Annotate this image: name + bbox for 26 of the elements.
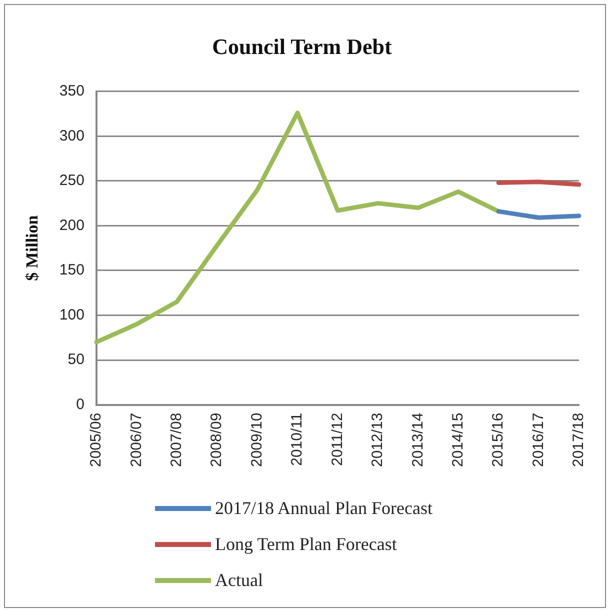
x-tick-label: 2007/08 xyxy=(168,412,185,468)
y-tick-label: 150 xyxy=(59,262,84,279)
x-tick-label: 2017/18 xyxy=(570,412,588,468)
legend-label: Actual xyxy=(215,570,263,590)
chart-title: Council Term Debt xyxy=(212,34,393,59)
x-tick-label: 2005/06 xyxy=(88,412,105,468)
x-tick-label: 2012/13 xyxy=(369,412,386,468)
x-tick-label: 2014/15 xyxy=(449,412,466,468)
y-tick-label: 300 xyxy=(59,127,84,144)
x-tick-label: 2016/17 xyxy=(530,412,547,468)
y-tick-label: 200 xyxy=(59,216,84,234)
x-tick-label: 2009/10 xyxy=(248,412,266,468)
legend-label: 2017/18 Annual Plan Forecast xyxy=(215,498,432,518)
x-tick-label: 2006/07 xyxy=(128,412,145,468)
y-tick-label: 100 xyxy=(59,306,84,324)
y-axis-title: $ Million xyxy=(22,214,42,281)
y-tick-label: 350 xyxy=(59,82,84,100)
legend-label: Long Term Plan Forecast xyxy=(215,534,397,554)
x-tick-label: 2008/09 xyxy=(208,412,226,468)
y-tick-label: 250 xyxy=(59,172,84,190)
x-tick-label: 2010/11 xyxy=(288,412,306,466)
x-tick-label: 2013/14 xyxy=(409,412,426,468)
y-tick-label: 50 xyxy=(68,351,84,368)
x-tick-label: 2011/12 xyxy=(328,412,346,466)
y-tick-label: 0 xyxy=(76,396,84,413)
x-tick-label: 2015/16 xyxy=(490,412,507,468)
